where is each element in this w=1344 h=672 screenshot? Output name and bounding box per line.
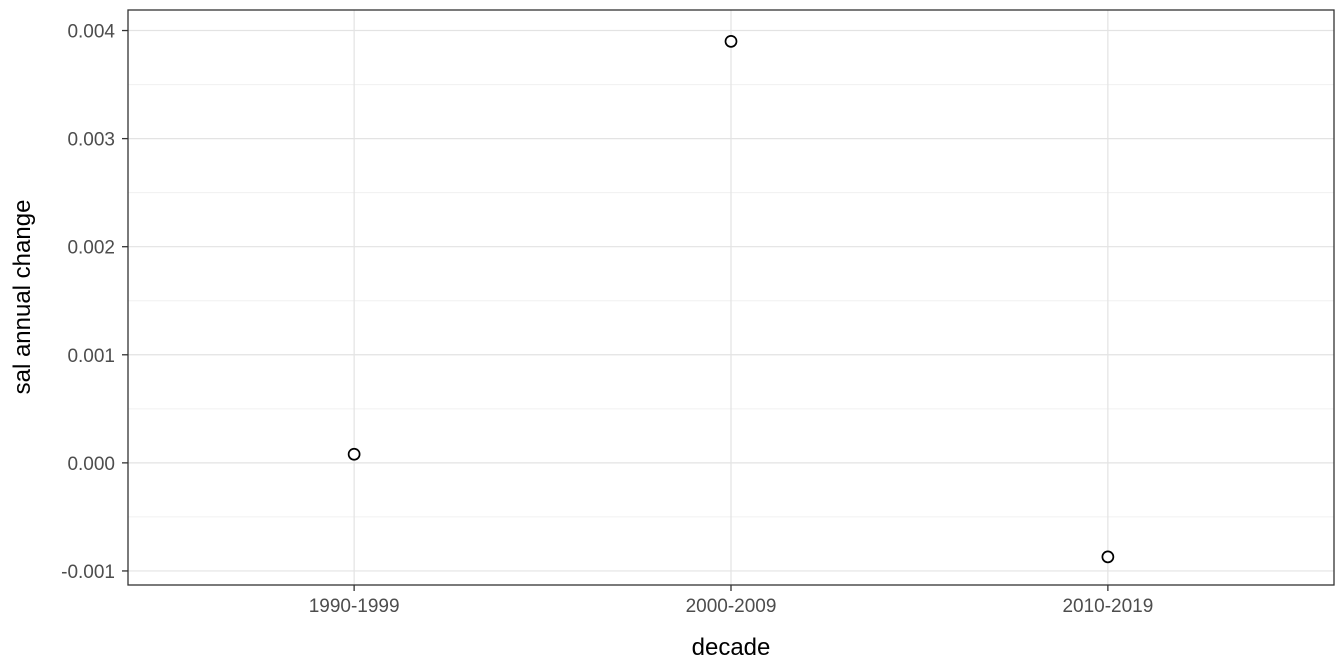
x-axis-title: decade (692, 634, 771, 661)
data-point (1101, 550, 1115, 564)
x-tick-label: 1990-1999 (309, 596, 400, 617)
x-tick-label: 2000-2009 (686, 596, 777, 617)
y-tick-label: 0.004 (67, 22, 115, 43)
plot-panel: -0.001 0.000 0.001 0.002 0.003 0.004 1990-1999… (61, 9, 1335, 617)
y-tick-label: 0.002 (67, 238, 115, 259)
data-point (347, 447, 361, 461)
y-tick-label: 0.001 (67, 346, 115, 367)
data-point (724, 34, 738, 48)
y-axis-title: sal annual change (9, 200, 36, 395)
x-tick-label: 2010-2019 (1062, 596, 1153, 617)
y-tick-label: 0.003 (67, 130, 115, 151)
y-tick-label: -0.001 (61, 562, 115, 583)
y-tick-label: 0.000 (67, 454, 115, 475)
